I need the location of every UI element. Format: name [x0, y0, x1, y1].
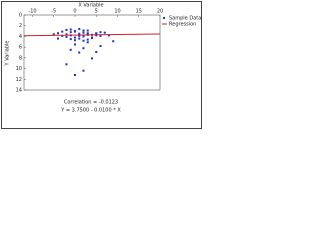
- point: [78, 27, 81, 30]
- point: [82, 69, 85, 72]
- point: [74, 30, 76, 33]
- point: [95, 50, 98, 53]
- point: [69, 31, 72, 34]
- y-tick-label: 0: [19, 13, 22, 19]
- point: [86, 29, 89, 32]
- point: [103, 31, 106, 34]
- point: [82, 31, 85, 34]
- point: [82, 29, 85, 32]
- x-tick-label: -10: [28, 9, 36, 15]
- y-tick-label: 2: [19, 23, 22, 29]
- point: [61, 34, 64, 37]
- point: [78, 34, 81, 37]
- x-tick-label: 20: [157, 9, 163, 15]
- note: Y = 3.7500 - 0.0100 * X: [60, 108, 121, 114]
- legend-label: Sample Data: [169, 16, 201, 22]
- point: [69, 48, 72, 51]
- point: [86, 38, 89, 41]
- point: [86, 32, 89, 35]
- x-tick-label: -5: [51, 9, 56, 15]
- point: [82, 47, 85, 50]
- y-tick-label: 4: [19, 34, 22, 40]
- y-tick-label: 12: [16, 77, 22, 83]
- y-tick-label: 6: [19, 45, 22, 51]
- x-tick-label: 5: [95, 9, 98, 15]
- point: [78, 32, 81, 35]
- point: [57, 32, 59, 35]
- point: [65, 29, 68, 31]
- y-tick-label: 10: [16, 66, 22, 72]
- point: [74, 43, 76, 46]
- point: [108, 34, 110, 37]
- point: [86, 41, 89, 44]
- plot-area: [23, 14, 161, 91]
- point: [78, 37, 81, 40]
- y-tick-label: 14: [16, 88, 22, 94]
- legend-swatch: [163, 17, 165, 19]
- point: [95, 34, 98, 37]
- point: [91, 36, 93, 39]
- point: [82, 35, 85, 38]
- x-tick-label: 0: [73, 9, 76, 15]
- point: [91, 57, 93, 60]
- point: [65, 35, 68, 38]
- page: {"chart_data":{"type":"scatter","x_title…: [1, 1, 202, 129]
- point: [65, 63, 68, 66]
- point: [99, 34, 102, 37]
- legend-label: Regression: [169, 22, 196, 28]
- point: [65, 33, 68, 36]
- x-tick-label: 15: [136, 9, 142, 15]
- point: [74, 39, 76, 42]
- point: [99, 31, 102, 34]
- y-tick-label: 8: [19, 55, 22, 61]
- point: [99, 45, 102, 48]
- point: [78, 51, 81, 54]
- chart: X Variable Y Variable Correlation = -0.0…: [1, 1, 202, 129]
- x-tick-label: 10: [114, 9, 120, 15]
- point: [112, 40, 115, 43]
- point: [95, 32, 98, 35]
- regression-line: [23, 33, 161, 37]
- point: [82, 39, 85, 42]
- point: [61, 30, 64, 33]
- point: [69, 28, 72, 31]
- x-axis-title: X Variable: [78, 3, 103, 9]
- y-axis-title: Y Variable: [5, 41, 11, 67]
- note: Correlation = -0.0123: [64, 100, 118, 106]
- point: [69, 38, 72, 41]
- point: [57, 37, 59, 40]
- point: [74, 36, 76, 39]
- point: [74, 74, 76, 76]
- point: [52, 33, 55, 36]
